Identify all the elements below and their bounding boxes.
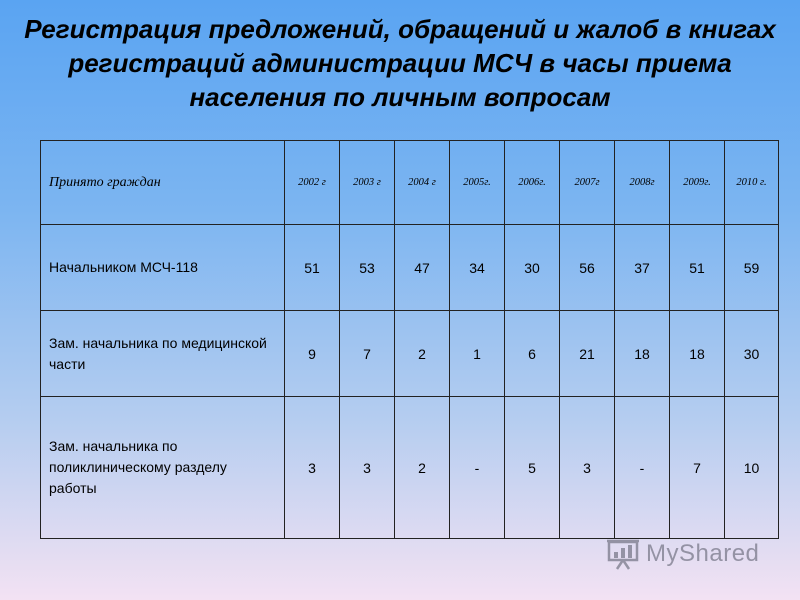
- table-cell: 2: [394, 310, 450, 397]
- year-header: 2002 г: [284, 140, 340, 225]
- table-cell: 30: [504, 224, 560, 311]
- reception-table: Принято граждан 2002 г 2003 г 2004 г 200…: [40, 140, 779, 539]
- year-header: 2003 г: [339, 140, 395, 225]
- table-cell: 18: [614, 310, 670, 397]
- table-cell: 9: [284, 310, 340, 397]
- year-header: 2009г.: [669, 140, 725, 225]
- year-header: 2007г: [559, 140, 615, 225]
- table-cell: 47: [394, 224, 450, 311]
- year-header: 2006г.: [504, 140, 560, 225]
- header-label: Принято граждан: [40, 140, 285, 225]
- table-cell: 1: [449, 310, 505, 397]
- table-cell: 18: [669, 310, 725, 397]
- table-cell: 59: [724, 224, 779, 311]
- row-label: Зам. начальника по медицинской части: [40, 310, 285, 397]
- table-row: Зам. начальника по поликлиническому разд…: [40, 396, 779, 539]
- table-cell: -: [614, 396, 670, 539]
- table-cell: 30: [724, 310, 779, 397]
- year-header: 2008г: [614, 140, 670, 225]
- table-cell: 37: [614, 224, 670, 311]
- table-cell: 3: [339, 396, 395, 539]
- table-cell: 5: [504, 396, 560, 539]
- table-row: Зам. начальника по медицинской части 9 7…: [40, 310, 779, 397]
- watermark-text: MyShared: [646, 540, 760, 567]
- year-header: 2010 г.: [724, 140, 779, 225]
- table-cell: 7: [669, 396, 725, 539]
- table-cell: 53: [339, 224, 395, 311]
- table-cell: 21: [559, 310, 615, 397]
- page-title: Регистрация предложений, обращений и жал…: [24, 14, 776, 112]
- row-label: Зам. начальника по поликлиническому разд…: [40, 396, 285, 539]
- table-cell: 56: [559, 224, 615, 311]
- table-cell: 2: [394, 396, 450, 539]
- table-cell: 3: [559, 396, 615, 539]
- table-cell: -: [449, 396, 505, 539]
- presentation-board-icon: [606, 537, 642, 571]
- table-cell: 34: [449, 224, 505, 311]
- header-row: Принято граждан 2002 г 2003 г 2004 г 200…: [40, 140, 779, 225]
- table-cell: 51: [284, 224, 340, 311]
- year-header: 2004 г: [394, 140, 450, 225]
- table-row: Начальником МСЧ-118 51 53 47 34 30 56 37…: [40, 224, 779, 311]
- table-cell: 51: [669, 224, 725, 311]
- table-cell: 10: [724, 396, 779, 539]
- table-cell: 7: [339, 310, 395, 397]
- row-label: Начальником МСЧ-118: [40, 224, 285, 311]
- year-header: 2005г.: [449, 140, 505, 225]
- watermark: MyShared: [606, 536, 759, 572]
- table-cell: 6: [504, 310, 560, 397]
- table-cell: 3: [284, 396, 340, 539]
